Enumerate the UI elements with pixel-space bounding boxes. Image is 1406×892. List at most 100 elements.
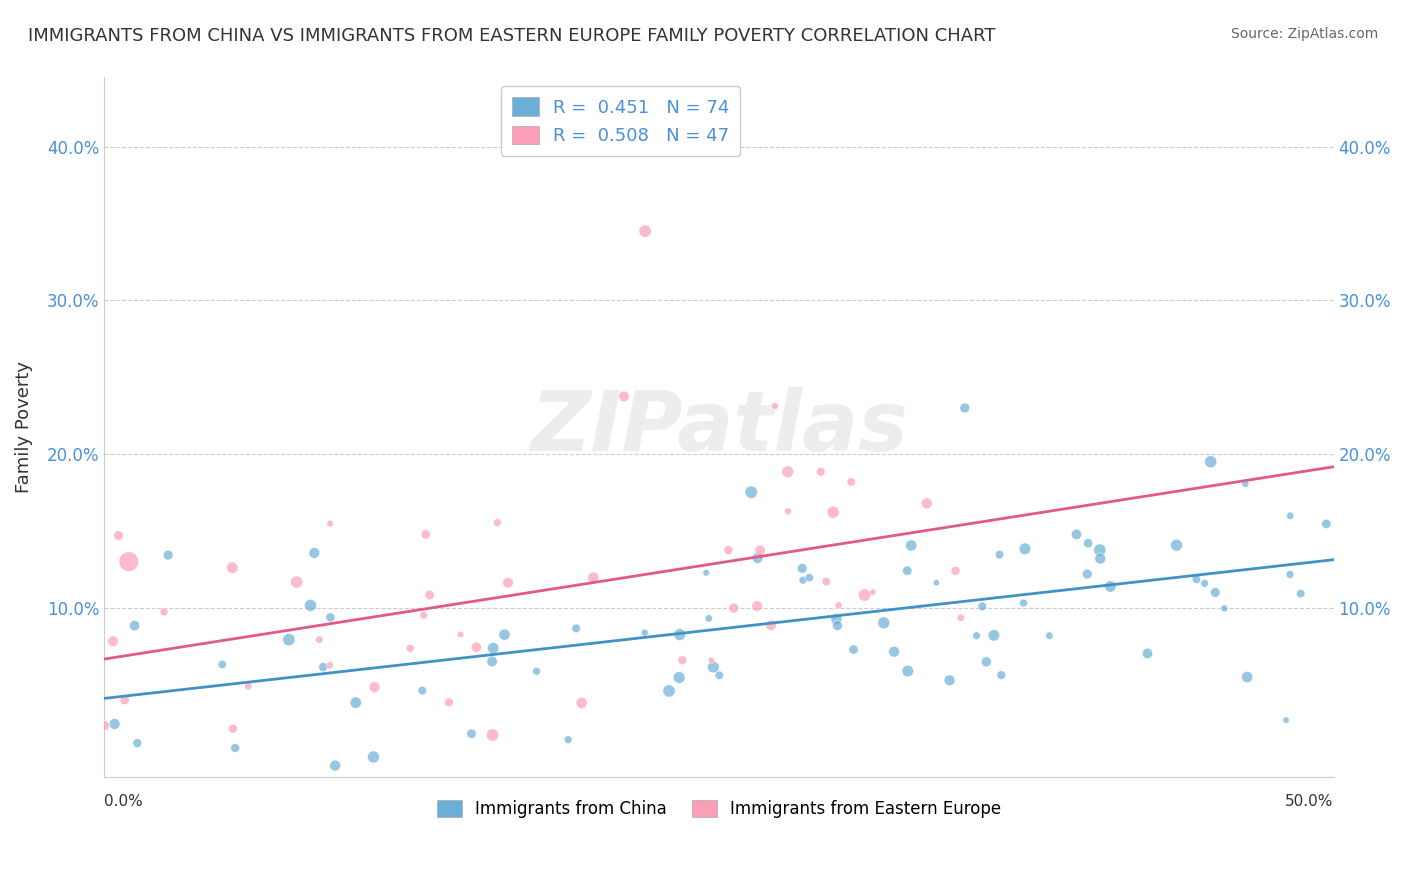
Text: ZIPatlas: ZIPatlas: [530, 386, 908, 467]
Point: [740, 485, 762, 500]
Point: [1194, 576, 1216, 591]
Point: [972, 599, 994, 614]
Point: [128, 775, 150, 789]
Point: [118, 555, 141, 569]
Point: [792, 561, 814, 575]
Point: [1234, 477, 1257, 491]
Point: [107, 528, 129, 542]
Point: [1077, 536, 1099, 550]
Point: [222, 722, 245, 736]
Point: [1088, 543, 1111, 558]
Point: [319, 610, 342, 624]
Point: [1204, 585, 1226, 599]
Point: [723, 601, 745, 615]
Text: Source: ZipAtlas.com: Source: ZipAtlas.com: [1230, 27, 1378, 41]
Point: [862, 585, 884, 599]
Point: [668, 627, 690, 641]
Point: [988, 548, 1011, 562]
Point: [915, 496, 938, 510]
Point: [224, 741, 246, 756]
Point: [1076, 567, 1098, 582]
Point: [810, 465, 832, 479]
Point: [839, 475, 862, 489]
Point: [747, 551, 769, 566]
Point: [953, 401, 976, 415]
Point: [799, 571, 821, 585]
Point: [983, 628, 1005, 642]
Point: [411, 683, 433, 698]
Point: [776, 465, 799, 479]
Point: [671, 653, 693, 667]
Point: [668, 671, 690, 685]
Point: [1090, 551, 1112, 566]
Point: [437, 695, 460, 709]
Point: [763, 399, 786, 413]
Point: [247, 803, 270, 817]
Point: [299, 599, 322, 613]
Point: [745, 599, 768, 613]
Point: [319, 658, 342, 673]
Point: [1279, 567, 1302, 582]
Point: [308, 632, 330, 647]
Point: [582, 571, 605, 585]
Point: [127, 736, 149, 750]
Point: [494, 628, 516, 642]
Point: [883, 645, 905, 659]
Point: [565, 621, 588, 635]
Point: [702, 660, 724, 674]
Point: [157, 548, 180, 562]
Point: [1014, 541, 1036, 556]
Point: [460, 727, 482, 741]
Point: [925, 575, 948, 590]
Point: [93, 718, 115, 732]
Point: [776, 504, 799, 518]
Point: [827, 598, 849, 612]
Point: [103, 717, 125, 731]
Point: [344, 696, 367, 710]
Point: [938, 673, 960, 688]
Point: [709, 668, 731, 682]
Point: [990, 668, 1012, 682]
Point: [481, 655, 503, 669]
Point: [1166, 538, 1188, 552]
Point: [717, 543, 740, 558]
Point: [1136, 647, 1159, 661]
Point: [486, 516, 509, 530]
Point: [974, 655, 997, 669]
Point: [792, 573, 814, 587]
Point: [1275, 713, 1298, 727]
Point: [945, 564, 967, 578]
Text: 50.0%: 50.0%: [1285, 795, 1334, 809]
Point: [571, 696, 593, 710]
Point: [114, 693, 136, 707]
Point: [697, 611, 720, 625]
Point: [419, 588, 441, 602]
Point: [238, 679, 260, 693]
Point: [1236, 670, 1258, 684]
Point: [211, 657, 233, 672]
Point: [827, 618, 849, 632]
Text: 0.0%: 0.0%: [104, 795, 143, 809]
Point: [658, 684, 681, 698]
Point: [412, 608, 434, 623]
Point: [526, 665, 548, 679]
Point: [613, 389, 636, 403]
Point: [1213, 601, 1236, 615]
Point: [759, 618, 782, 632]
Point: [323, 758, 346, 772]
Point: [285, 575, 308, 590]
Point: [221, 560, 243, 574]
Point: [966, 629, 988, 643]
Point: [557, 732, 579, 747]
Point: [842, 642, 865, 657]
Point: [124, 618, 146, 632]
Point: [1185, 572, 1208, 586]
Legend: Immigrants from China, Immigrants from Eastern Europe: Immigrants from China, Immigrants from E…: [430, 793, 1008, 824]
Point: [1012, 596, 1035, 610]
Point: [1315, 516, 1337, 531]
Point: [1066, 527, 1088, 541]
Point: [634, 625, 657, 640]
Point: [399, 641, 422, 656]
Point: [277, 632, 299, 647]
Point: [496, 575, 519, 590]
